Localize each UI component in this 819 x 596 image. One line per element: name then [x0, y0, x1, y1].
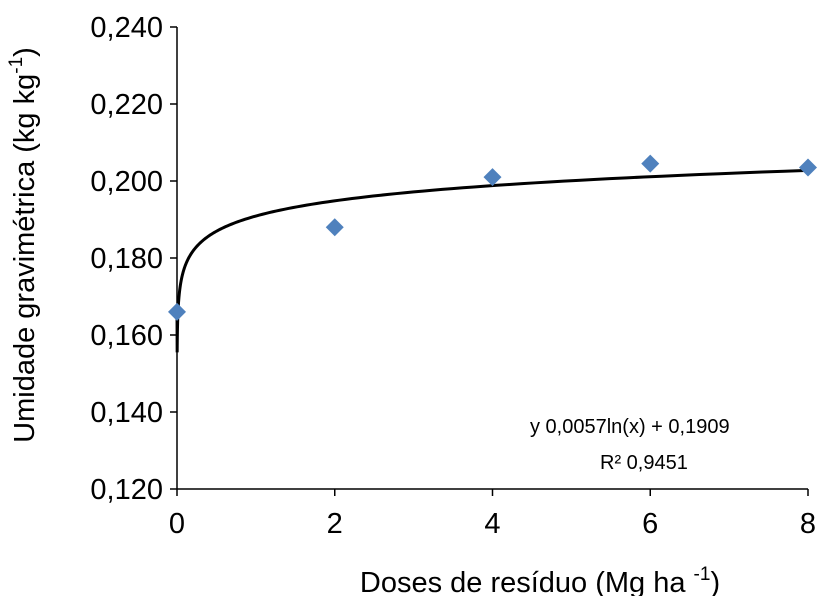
- data-point-diamond: [325, 218, 344, 237]
- y-tick-label: 0,240: [90, 12, 163, 44]
- y-tick-label: 0,220: [90, 89, 163, 121]
- data-point-diamond: [641, 154, 660, 173]
- data-point-diamond: [799, 158, 817, 177]
- x-tick-label: 6: [642, 508, 658, 540]
- x-tick-label: 0: [169, 508, 185, 540]
- trendline-r2: R² 0,9451: [600, 452, 688, 474]
- trendline-equation: y 0,0057ln(x) + 0,1909: [530, 416, 730, 438]
- trendline-group: [175, 168, 809, 353]
- x-tick-label: 8: [800, 508, 816, 540]
- y-tick-label: 0,200: [90, 166, 163, 198]
- y-tick-label: 0,140: [90, 397, 163, 429]
- data-points: [168, 154, 817, 321]
- x-tick-label: 4: [484, 508, 500, 540]
- x-tick-label: 2: [327, 508, 343, 540]
- data-point-diamond: [168, 302, 186, 321]
- x-axis-title: Doses de resíduo (Mg ha -1): [360, 564, 720, 596]
- y-tick-label: 0,160: [90, 320, 163, 352]
- y-tick-label: 0,120: [90, 474, 163, 506]
- data-point-diamond: [483, 168, 502, 187]
- trendline: [175, 168, 809, 353]
- y-axis-title: Umidade gravimétrica (kg kg-1): [6, 47, 41, 443]
- axes: 0,120 0,140 0,160 0,180 0,200 0,220 0,240 0 2 4 6 8: [90, 12, 816, 540]
- y-tick-label: 0,180: [90, 243, 163, 275]
